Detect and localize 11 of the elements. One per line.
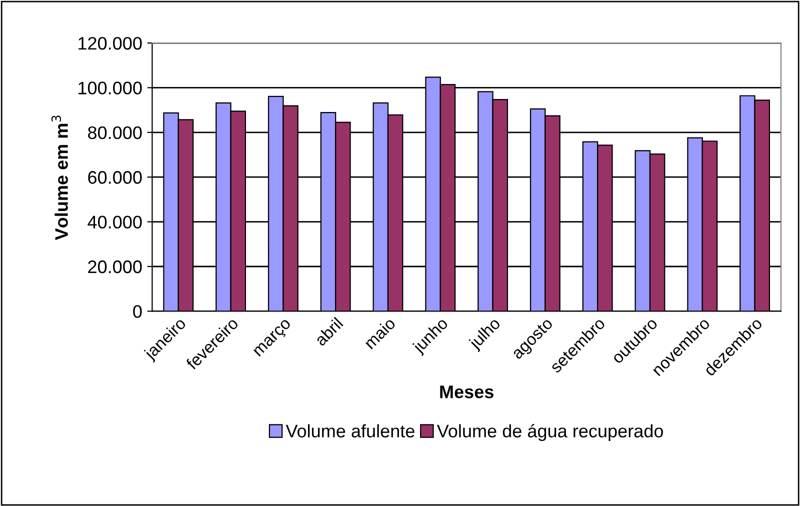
y-axis-title: Volume em m$^{3}$ (51, 116, 68, 240)
y-tick-label: 60.000 (88, 171, 142, 184)
y-tick-label: 80.000 (88, 126, 142, 140)
y-tick-label: 40.000 (88, 216, 142, 229)
y-tick-label: 0 (133, 305, 142, 318)
y-tick-label: 120.000 (78, 36, 142, 50)
y-tick-label: 100.000 (78, 82, 142, 94)
legend-label: Volume de água recuperado (436, 424, 663, 442)
legend-label: Volume afulente (286, 424, 414, 438)
x-axis-title: Meses (440, 386, 494, 398)
y-tick-label: 20.000 (88, 260, 142, 274)
